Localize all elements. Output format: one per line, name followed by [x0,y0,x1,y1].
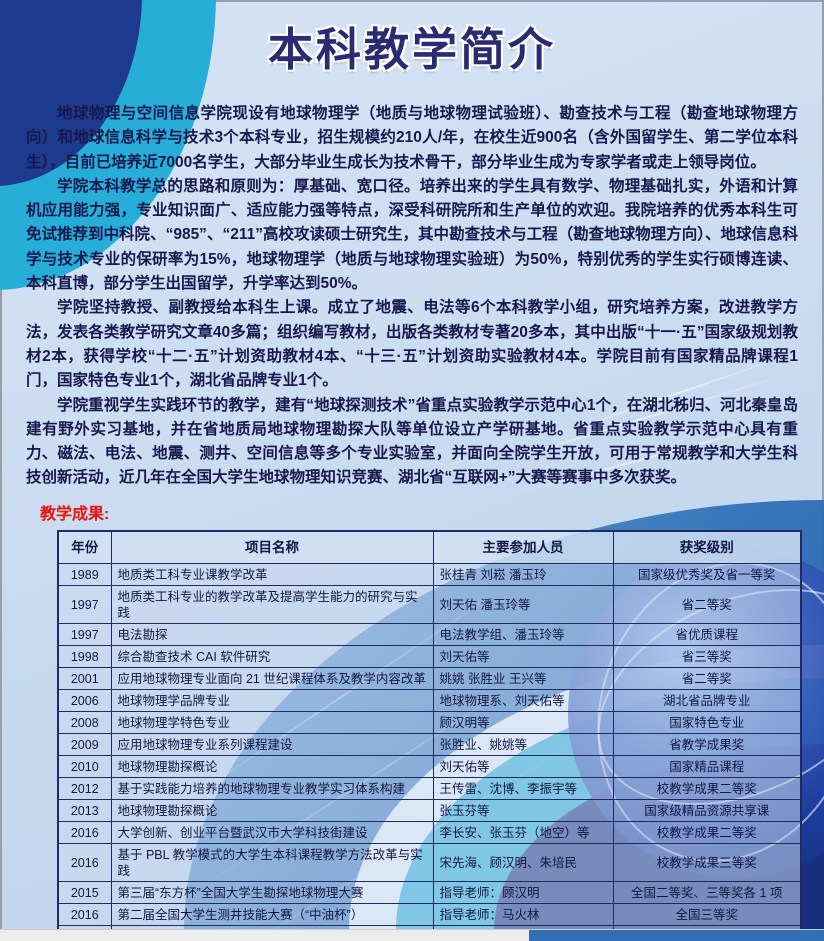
cell-project: 第二届全国大学生测井技能大赛（“中油杯”） [110,903,434,927]
cell-award: 国家精品课程 [612,755,802,779]
table-row: 2016 基于 PBL 教学模式的大学生本科课程教学方法改革与实践 宋先海、顾汉… [57,843,802,883]
cell-participants: 地球物理系、刘天佑等 [432,689,614,713]
table-header-row: 年份 项目名称 主要参加人员 获奖级别 [57,530,802,565]
table-row: 2013 地球物理勘探概论 张玉芬等 国家级精品资源共享课 [57,799,802,823]
achievements-table: 年份 项目名称 主要参加人员 获奖级别 1989 地质类工科专业课教学改革 张桂… [57,529,802,941]
table-row: 2009 应用地球物理专业系列课程建设 张胜业、姚姚等 省教学成果奖 [57,733,802,757]
table-row: 2010 地球物理勘探概论 刘天佑等 国家精品课程 [57,755,802,779]
cell-participants: 张桂青 刘崧 潘玉玲 [432,563,614,587]
column-header-participants: 主要参加人员 [432,530,614,565]
cell-project: 第三届“东方杯”全国大学生勘探地球物理大赛 [110,881,434,905]
cell-participants: 姚姚 张胜业 王兴等 [432,667,614,691]
cell-participants: 指导老师：顾汉明 [432,881,614,905]
cell-award: 国家级优秀奖及省一等奖 [612,563,802,587]
cell-project: 地球物理学品牌专业 [110,689,434,713]
cell-year: 2001 [57,667,112,691]
cell-year: 2012 [57,777,112,801]
cell-award: 校教学成果三等奖 [612,843,802,883]
cell-project: 综合勘查技术 CAI 软件研究 [110,645,434,669]
cell-award: 校教学成果二等奖 [612,821,802,845]
cell-project: 基于实践能力培养的地球物理专业教学实习体系构建 [110,777,434,801]
cell-award: 校教学成果二等奖 [612,777,802,801]
cell-year: 2016 [57,925,112,941]
cell-year: 2009 [57,733,112,757]
cell-participants: 李长安、张玉芬（地空）等 [432,821,614,845]
cell-award: 国家特色专业 [612,711,802,735]
intro-paragraph-1: 地球物理与空间信息学院现设有地球物理学（地质与地球物理试验班）、勘查技术与工程（… [26,105,798,171]
cell-award: 国家级精品资源共享课 [612,799,802,823]
cell-award: 省优质课程 [612,623,802,647]
cell-project: 地球物理学特色专业 [110,711,434,735]
cell-award: 省教学成果奖 [612,733,802,757]
table-row: 2012 基于实践能力培养的地球物理专业教学实习体系构建 王传雷、沈博、李振宇等… [57,777,802,801]
table-row: 1989 地质类工科专业课教学改革 张桂青 刘崧 潘玉玲 国家级优秀奖及省一等奖 [57,563,802,587]
table-row: 1998 综合勘查技术 CAI 软件研究 刘天佑等 省三等奖 [57,645,802,669]
table-row: 1997 电法勘探 电法教学组、潘玉玲等 省优质课程 [57,623,802,647]
intro-paragraph-4: 学院重视学生实践环节的教学，建有“地球探测技术”省重点实验教学示范中心1个，在湖… [26,396,798,487]
cell-participants: 顾汉明等 [432,711,614,735]
cell-year: 2016 [57,821,112,845]
cell-year: 2013 [57,799,112,823]
cell-award: 全国三等奖 [612,903,802,927]
cell-year: 1989 [57,563,112,587]
cell-year: 1998 [57,645,112,669]
cell-award: 全国二等奖、三等奖各 1 项 [612,881,802,905]
cell-award: 湖北省品牌专业 [612,689,802,713]
cell-year: 1997 [57,585,112,625]
cell-project: 基于 PBL 教学模式的大学生本科课程教学方法改革与实践 [110,843,434,883]
cell-participants: 张玉芬等 [432,799,614,823]
table-row: 2016 大学创新、创业平台暨武汉市大学科技街建设 李长安、张玉芬（地空）等 校… [57,821,802,845]
page-title: 本科教学简介 [267,24,556,75]
cell-participants: 刘天佑等 [432,755,614,779]
cell-year: 2008 [57,711,112,735]
cell-award: 省三等奖 [612,645,802,669]
cell-project: 首届“π-Frame 杯”全国大学生勘探地球物理编程大赛 [110,925,434,941]
cell-participants: 指导老师：马火林 [432,903,614,927]
cell-participants: 王传雷、沈博、李振宇等 [432,777,614,801]
table-row: 2008 地球物理学特色专业 顾汉明等 国家特色专业 [57,711,802,735]
cell-year: 2010 [57,755,112,779]
cell-award: 省二等奖 [612,585,802,625]
cell-project: 地球物理勘探概论 [110,799,434,823]
table-row: 2016 第二届全国大学生测井技能大赛（“中油杯”） 指导老师：马火林 全国三等… [57,903,802,927]
cell-year: 2016 [57,843,112,883]
intro-paragraph-3: 学院坚持教授、副教授给本科生上课。成立了地震、电法等6个本科教学小组，研究培养方… [26,299,798,390]
table-row: 2016 首届“π-Frame 杯”全国大学生勘探地球物理编程大赛 指导老师：顾… [57,925,802,941]
table-row: 2001 应用地球物理专业面向 21 世纪课程体系及教学内容改革 姚姚 张胜业 … [57,667,802,691]
cell-year: 1997 [57,623,112,647]
cell-award: 省二等奖 [612,667,802,691]
cell-year: 2006 [57,689,112,713]
cell-project: 大学创新、创业平台暨武汉市大学科技街建设 [110,821,434,845]
cell-project: 地质类工科专业课教学改革 [110,563,434,587]
column-header-project: 项目名称 [110,530,434,565]
table-row: 1997 地质类工科专业的教学改革及提高学生能力的研究与实践 刘天佑 潘玉玲等 … [57,585,802,625]
cell-participants: 刘天佑 潘玉玲等 [432,585,614,625]
cell-project: 地质类工科专业的教学改革及提高学生能力的研究与实践 [110,585,434,625]
cell-year: 2016 [57,903,112,927]
cell-participants: 指导老师：顾汉明 [432,925,614,941]
cell-project: 应用地球物理专业面向 21 世纪课程体系及教学内容改革 [110,667,434,691]
cell-year: 2015 [57,881,112,905]
section-label-teaching-achievements: 教学成果: [40,505,110,523]
cell-participants: 宋先海、顾汉明、朱培民 [432,843,614,883]
cell-participants: 张胜业、姚姚等 [432,733,614,757]
cell-participants: 刘天佑等 [432,645,614,669]
column-header-year: 年份 [57,530,112,565]
cell-participants: 电法教学组、潘玉玲等 [432,623,614,647]
column-header-award: 获奖级别 [612,530,802,565]
table-row: 2015 第三届“东方杯”全国大学生勘探地球物理大赛 指导老师：顾汉明 全国二等… [57,881,802,905]
cell-award: 全国二、三等奖各 1 项 [612,925,802,941]
cell-project: 地球物理勘探概论 [110,755,434,779]
intro-text: 地球物理与空间信息学院现设有地球物理学（地质与地球物理试验班）、勘查技术与工程（… [26,102,798,491]
table-row: 2006 地球物理学品牌专业 地球物理系、刘天佑等 湖北省品牌专业 [57,689,802,713]
cell-project: 应用地球物理专业系列课程建设 [110,733,434,757]
intro-paragraph-2: 学院本科教学总的思路和原则为：厚基础、宽口径。培养出来的学生具有数学、物理基础扎… [26,177,798,293]
cell-project: 电法勘探 [110,623,434,647]
